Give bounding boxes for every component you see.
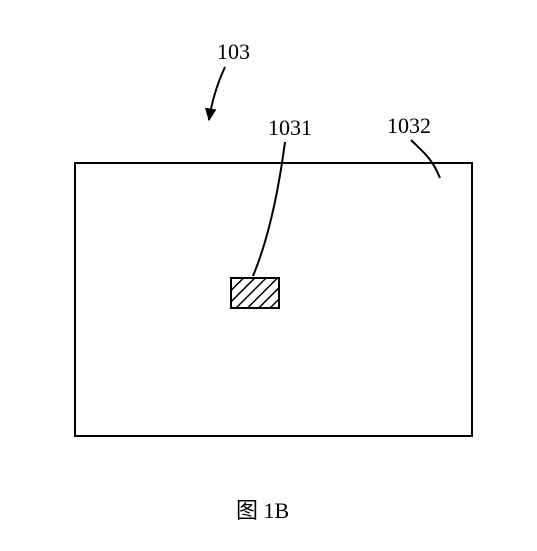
ref-label-1032: 1032 [387,113,431,139]
diagram-stage: 103 1031 1032 图 1B [0,0,537,551]
figure-caption: 图 1B [236,493,289,525]
leader-1032 [411,140,440,178]
ref-label-1031: 1031 [268,115,312,141]
diagram-svg [0,0,537,551]
ref-label-103: 103 [217,39,250,65]
leader-103-arrowhead [206,108,216,120]
region-1031 [231,278,279,308]
